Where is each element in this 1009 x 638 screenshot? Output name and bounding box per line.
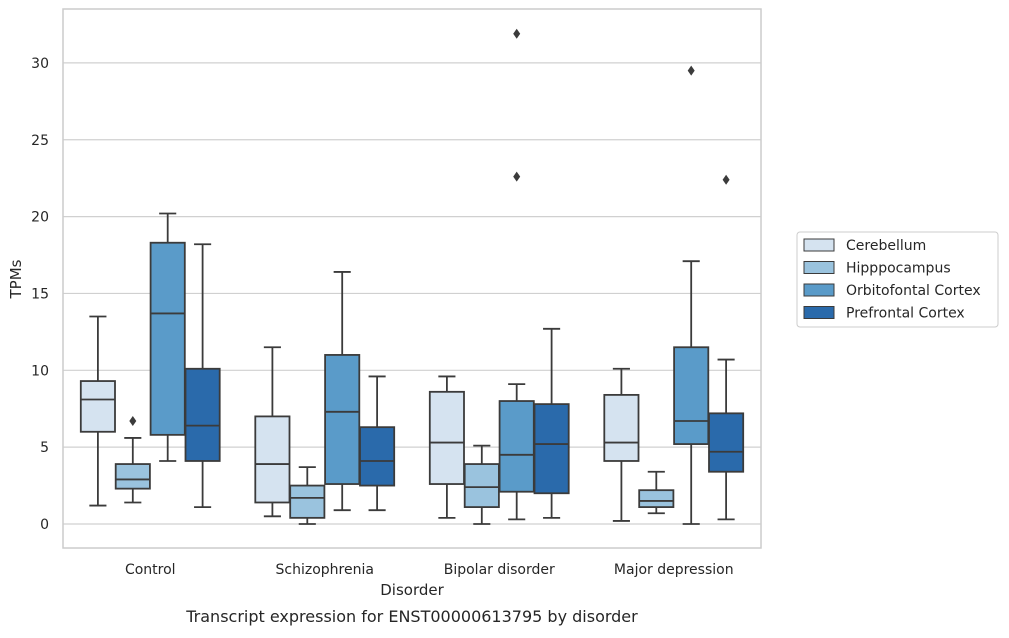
- box-iqr: [638, 489, 675, 508]
- legend-label: Cerebellum: [846, 238, 926, 254]
- legend-label: Hipppocampus: [846, 261, 951, 277]
- box-iqr: [498, 400, 535, 493]
- x-tick-label: Bipolar disorder: [444, 562, 555, 578]
- x-tick-labels: Control Schizophrenia Bipolar disorder Majo…: [125, 562, 734, 578]
- box-iqr: [149, 241, 186, 436]
- x-tick-label: Schizophrenia: [276, 562, 374, 578]
- legend-label: Orbitofontal Cortex: [846, 283, 981, 299]
- box-iqr: [533, 403, 570, 495]
- y-axis-label: TPMs: [7, 259, 25, 299]
- legend: Cerebellum Hipppocampus Orbitofontal Corte…: [796, 231, 999, 328]
- box-0-3: [184, 243, 221, 508]
- plot-frame: [62, 8, 762, 549]
- box-2-1: [463, 444, 500, 525]
- box-iqr: [79, 380, 116, 433]
- box-iqr: [463, 463, 500, 508]
- box-iqr: [289, 484, 326, 519]
- outlier-point: [129, 416, 137, 427]
- box-iqr: [184, 367, 221, 462]
- legend-label: Prefrontal Cortex: [846, 306, 965, 322]
- box-iqr: [254, 415, 291, 504]
- outlier-point: [687, 65, 695, 76]
- x-axis-label: Disorder: [380, 581, 444, 599]
- y-tick-label: 5: [40, 440, 49, 456]
- box-2-2: [498, 28, 535, 521]
- box-0-1: [114, 416, 151, 504]
- box-3-1: [638, 470, 675, 515]
- box-2-0: [428, 375, 465, 519]
- box-1-2: [324, 271, 361, 512]
- box-3-2: [673, 65, 710, 525]
- x-tick-label: Control: [125, 562, 176, 578]
- box-iqr: [428, 390, 465, 485]
- box-0-2: [149, 212, 186, 462]
- box-3-0: [603, 367, 640, 522]
- y-tick-label: 20: [31, 210, 49, 226]
- legend-swatch: [803, 283, 835, 297]
- chart-caption: Transcript expression for ENST0000061379…: [185, 607, 638, 626]
- box-iqr: [673, 346, 710, 445]
- box-iqr: [359, 426, 396, 487]
- box-3-3: [708, 174, 745, 521]
- outlier-point: [722, 174, 730, 185]
- legend-frame: [796, 231, 999, 328]
- box-iqr: [324, 354, 361, 485]
- outlier-point: [513, 171, 521, 182]
- box-2-3: [533, 327, 570, 519]
- box-iqr: [114, 463, 151, 490]
- box-1-1: [289, 466, 326, 525]
- box-iqr: [708, 412, 745, 473]
- box-1-0: [254, 346, 291, 518]
- legend-swatch: [803, 261, 835, 274]
- y-tick-label: 30: [31, 56, 49, 72]
- outlier-point: [513, 28, 521, 39]
- y-tick-labels: 0 5 10 15 20 25 30: [31, 56, 49, 533]
- box-0-0: [79, 315, 116, 507]
- x-tick-label: Major depression: [614, 562, 734, 578]
- y-tick-label: 10: [31, 363, 49, 379]
- box-1-3: [359, 375, 396, 512]
- box-iqr: [603, 393, 640, 462]
- y-tick-label: 0: [40, 517, 49, 533]
- boxes-layer: [79, 28, 745, 525]
- legend-swatch: [803, 306, 835, 319]
- legend-swatch: [803, 238, 835, 252]
- y-tick-label: 25: [31, 133, 49, 149]
- y-tick-label: 15: [31, 286, 49, 302]
